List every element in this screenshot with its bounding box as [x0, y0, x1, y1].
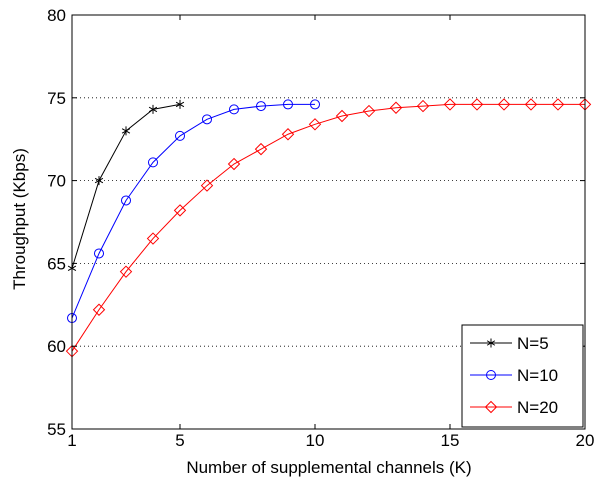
- point-s2-17: [524, 98, 538, 111]
- legend: N=5 N=10 N=20: [461, 324, 584, 428]
- point-s2-9: [308, 118, 322, 131]
- point-s1-5: [202, 114, 212, 125]
- point-s1-4: [175, 130, 185, 141]
- point-s2-14: [443, 98, 457, 111]
- legend-entry-2: N=20: [470, 398, 558, 417]
- x-tick-label-0: 1: [67, 431, 76, 450]
- legend-marker-1: [486, 370, 496, 380]
- point-s1-8: [283, 99, 293, 110]
- y-tick-label-4: 75: [47, 89, 66, 108]
- x-tick-label-4: 20: [576, 431, 595, 450]
- point-s1-1: [94, 248, 104, 259]
- point-s1-7: [256, 101, 266, 112]
- y-tick-label-1: 60: [47, 337, 66, 356]
- x-tick-label-1: 5: [175, 431, 184, 450]
- point-s1-3: [148, 157, 158, 168]
- plot-frame: [71, 14, 586, 430]
- x-tick-label-3: 15: [441, 431, 460, 450]
- point-s2-10: [335, 109, 349, 123]
- point-s2-2: [119, 265, 133, 278]
- legend-marker-0: [486, 338, 496, 348]
- point-s2-8: [281, 128, 295, 141]
- point-s0-4: [175, 99, 185, 109]
- point-s1-6: [229, 104, 239, 115]
- legend-label-0: N=5: [517, 334, 549, 353]
- legend-entry-0: N=5: [470, 334, 549, 353]
- series-layer: [65, 98, 592, 358]
- point-s2-3: [146, 232, 160, 245]
- y-tick-label-5: 80: [47, 6, 66, 25]
- series-1: [67, 99, 320, 324]
- legend-label-1: N=10: [517, 366, 558, 385]
- point-s2-12: [389, 101, 403, 114]
- y-tick-label-3: 70: [47, 172, 66, 191]
- legend-label-2: N=20: [517, 398, 558, 417]
- series-line-2: [71, 103, 585, 352]
- point-s1-2: [121, 195, 131, 206]
- point-s2-18: [551, 98, 565, 111]
- point-s1-9: [310, 99, 320, 110]
- axes-layer: [71, 14, 586, 430]
- x-axis-label: Number of supplemental channels (K): [186, 458, 471, 477]
- point-s2-5: [200, 179, 214, 192]
- grid-layer: [72, 97, 585, 347]
- point-s0-1: [94, 176, 104, 186]
- y-axis-label: Throughput (Kbps): [10, 148, 29, 290]
- point-s2-16: [497, 98, 511, 111]
- series-line-1: [71, 103, 315, 319]
- point-s2-15: [470, 98, 484, 111]
- point-s2-11: [362, 104, 376, 118]
- point-s2-13: [416, 99, 430, 113]
- point-s2-1: [92, 303, 106, 316]
- y-tick-label-2: 65: [47, 254, 66, 273]
- point-s0-2: [121, 126, 131, 136]
- legend-entry-1: N=10: [470, 366, 558, 385]
- series-2: [65, 98, 592, 358]
- x-tick-label-2: 10: [306, 431, 325, 450]
- point-s2-7: [254, 142, 268, 156]
- point-s0-3: [148, 104, 158, 114]
- series-0: [67, 99, 185, 273]
- y-tick-label-0: 55: [47, 420, 66, 439]
- point-s2-6: [227, 157, 241, 171]
- legend-marker-2: [484, 400, 498, 414]
- point-s2-4: [173, 204, 187, 217]
- legend-box: [461, 324, 584, 428]
